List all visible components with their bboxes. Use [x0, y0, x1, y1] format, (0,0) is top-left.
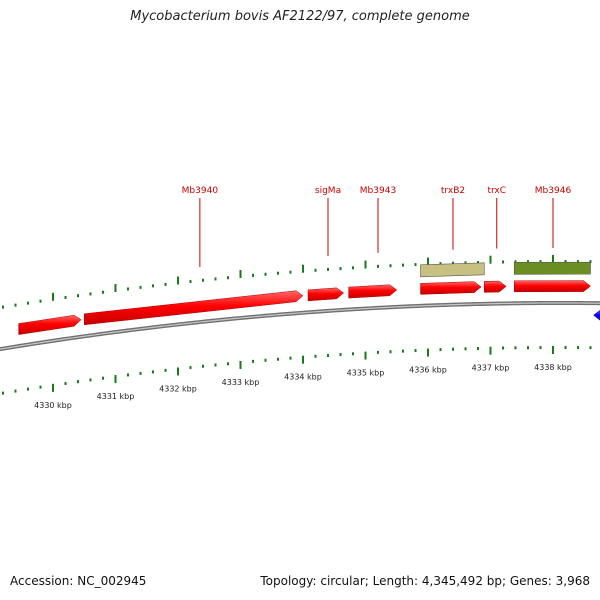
feature-block [513, 261, 591, 275]
backbone [0, 301, 600, 352]
gene-arrow-forward [420, 281, 482, 295]
genome-summary: Topology: circular; Length: 4,345,492 bp… [260, 574, 590, 588]
gene-labels: Mb3940 sigMa Mb3943 trxB2 trxC Mb3946 [182, 186, 572, 268]
feature-block [420, 262, 485, 278]
accession-info: Accession: NC_002945 [10, 574, 146, 588]
accession-value: NC_002945 [77, 574, 147, 588]
gene-arrow-forward [18, 314, 82, 335]
tick-label: 4335 kbp [347, 369, 385, 378]
gene-arrow-forward [514, 280, 591, 293]
tick-label: 4332 kbp [159, 384, 197, 393]
tick-label: 4338 kbp [534, 363, 572, 372]
axis-tick-labels: 4330 kbp 4331 kbp 4332 kbp 4333 kbp 4334 kbp… [34, 363, 572, 410]
genome-title: Mycobacterium bovis AF2122/97, complete … [130, 9, 470, 24]
gene-arrow-forward [484, 280, 507, 293]
gene-arrow-forward [307, 287, 345, 302]
tick-label: 4334 kbp [284, 373, 322, 382]
accession-label: Accession: [10, 574, 74, 588]
gene-label: Mb3943 [360, 186, 396, 196]
gene-label: trxC [487, 186, 506, 196]
gene-label: sigMa [315, 186, 341, 196]
tick-label: 4337 kbp [472, 364, 510, 373]
tick-label: 4333 kbp [222, 378, 260, 387]
tick-row-outer [2, 255, 592, 309]
gene-label: trxB2 [441, 186, 465, 196]
gene-arrow-reverse [593, 309, 600, 321]
gene-arrow-forward [84, 290, 304, 326]
tick-label: 4336 kbp [409, 366, 447, 375]
feature-track [420, 261, 591, 278]
gene-label: Mb3946 [535, 186, 572, 196]
tick-label: 4330 kbp [34, 401, 72, 410]
gene-track [18, 280, 600, 335]
tick-label: 4331 kbp [97, 392, 135, 401]
tick-row-inner [2, 346, 592, 395]
gene-arrow-forward [348, 284, 398, 299]
gene-label: Mb3940 [182, 186, 219, 196]
